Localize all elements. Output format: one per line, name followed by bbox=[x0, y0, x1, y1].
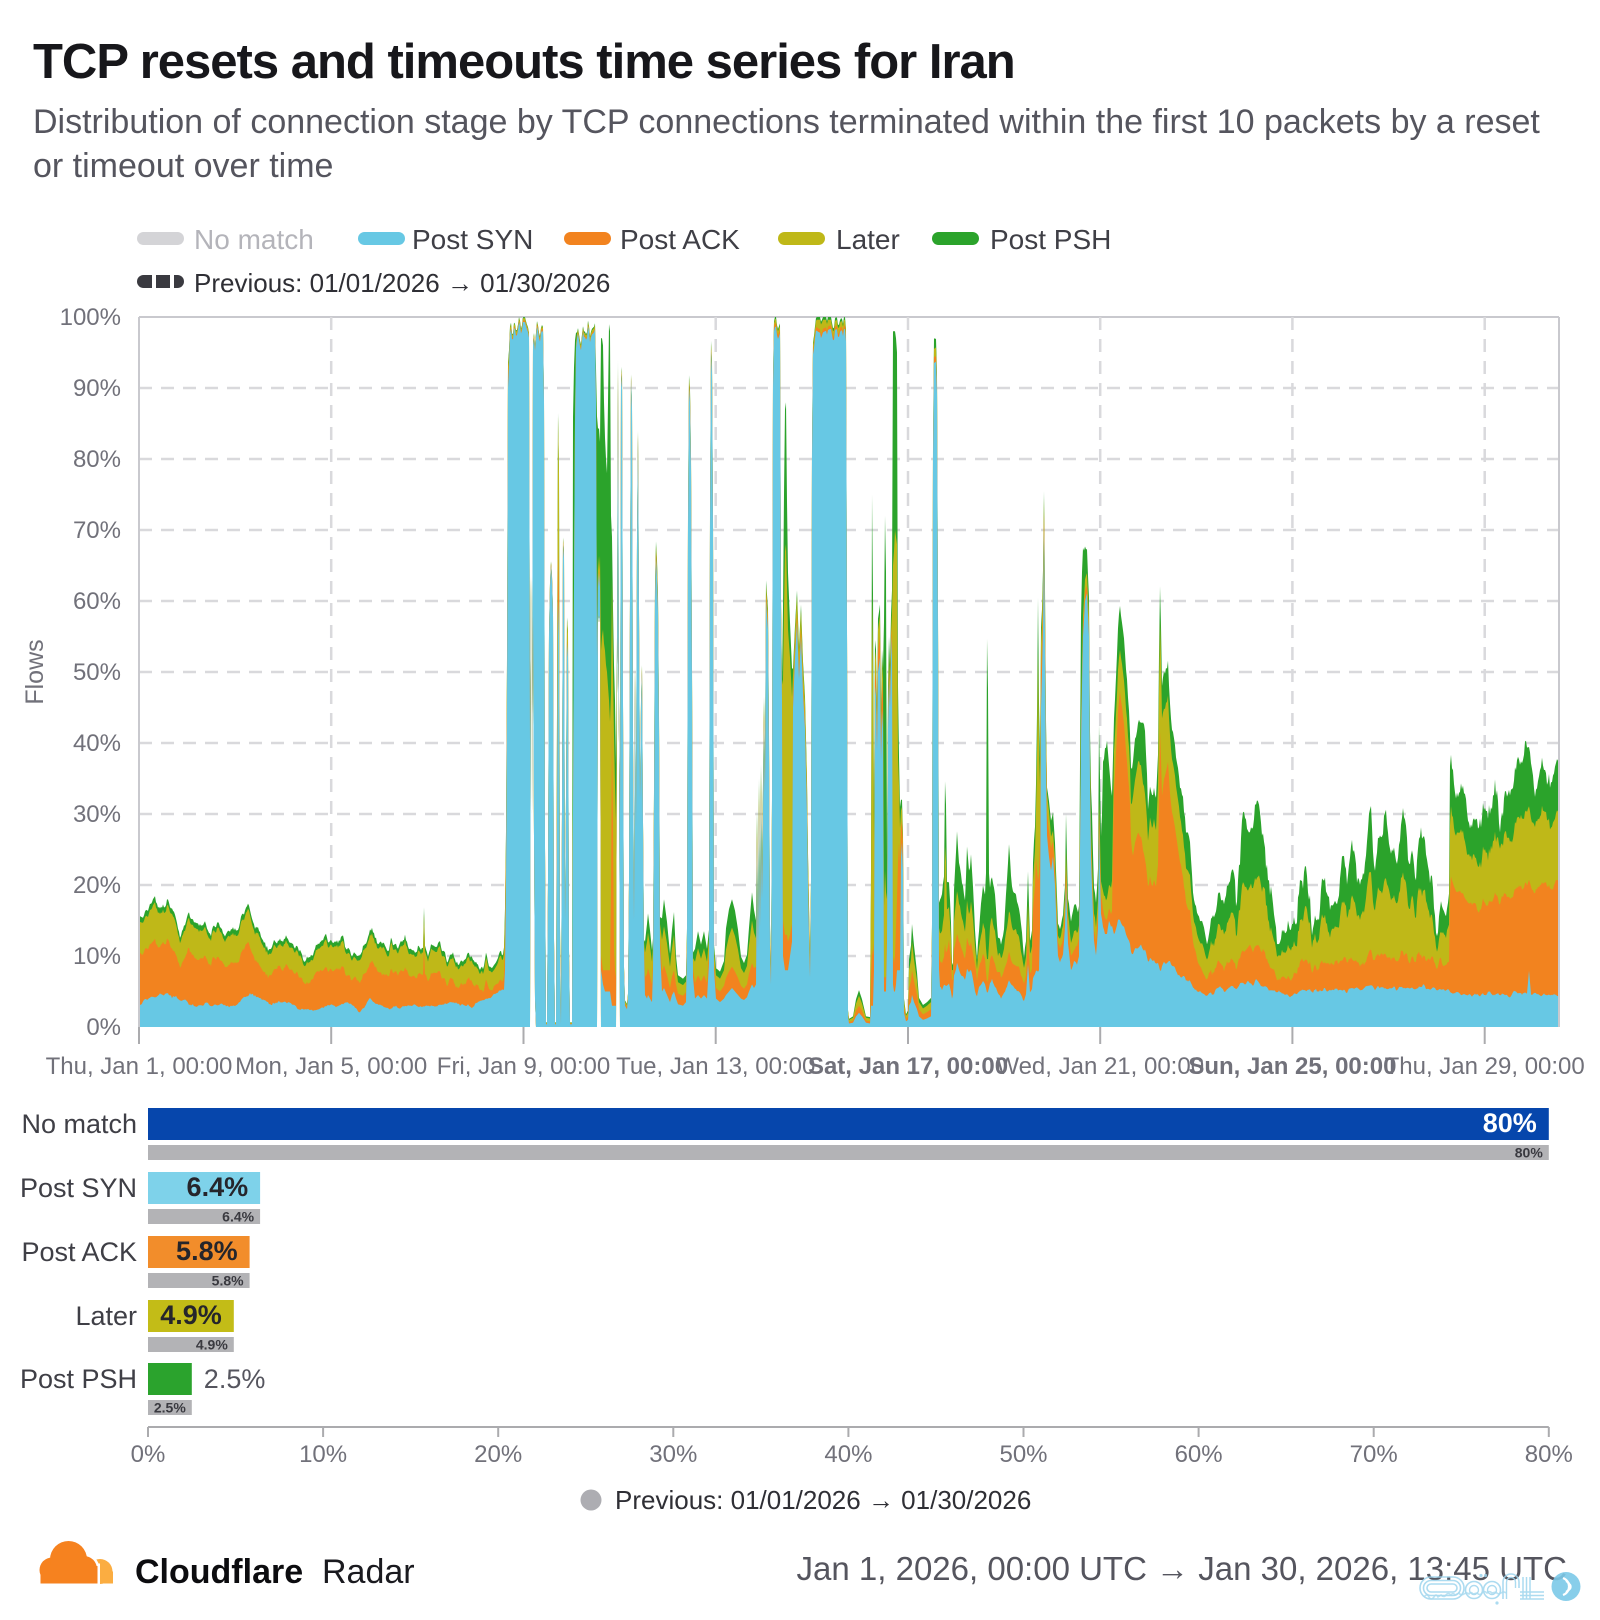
svg-text:Fri, Jan 9, 00:00: Fri, Jan 9, 00:00 bbox=[437, 1053, 610, 1080]
svg-text:60%: 60% bbox=[73, 588, 121, 615]
svg-text:Post SYN: Post SYN bbox=[20, 1173, 137, 1203]
svg-text:Jan 1, 2026, 00:00 UTC → Jan 3: Jan 1, 2026, 00:00 UTC → Jan 30, 2026, 1… bbox=[797, 1550, 1567, 1587]
svg-text:Radar: Radar bbox=[322, 1553, 415, 1591]
svg-text:Tue, Jan 13, 00:00: Tue, Jan 13, 00:00 bbox=[616, 1053, 815, 1080]
svg-text:Sat, Jan 17, 00:00: Sat, Jan 17, 00:00 bbox=[808, 1053, 1008, 1080]
svg-text:Thu, Jan 1, 00:00: Thu, Jan 1, 00:00 bbox=[46, 1053, 233, 1080]
svg-text:10%: 10% bbox=[299, 1441, 347, 1468]
svg-text:4.9%: 4.9% bbox=[196, 1337, 228, 1353]
svg-text:6.4%: 6.4% bbox=[187, 1172, 249, 1202]
svg-text:40%: 40% bbox=[824, 1441, 872, 1468]
svg-text:Thu, Jan 29, 00:00: Thu, Jan 29, 00:00 bbox=[1385, 1053, 1585, 1080]
svg-text:0%: 0% bbox=[131, 1441, 166, 1468]
svg-text:Cloudflare: Cloudflare bbox=[135, 1553, 303, 1591]
svg-text:20%: 20% bbox=[474, 1441, 522, 1468]
svg-text:No match: No match bbox=[21, 1109, 137, 1139]
svg-text:80%: 80% bbox=[1525, 1441, 1573, 1468]
svg-text:20%: 20% bbox=[73, 872, 121, 899]
svg-text:5.8%: 5.8% bbox=[176, 1236, 238, 1266]
svg-text:70%: 70% bbox=[1350, 1441, 1398, 1468]
svg-text:6.4%: 6.4% bbox=[222, 1209, 254, 1225]
svg-text:2.5%: 2.5% bbox=[204, 1364, 266, 1394]
svg-text:Flows: Flows bbox=[21, 639, 49, 704]
svg-text:50%: 50% bbox=[999, 1441, 1047, 1468]
svg-text:30%: 30% bbox=[73, 801, 121, 828]
svg-text:5.8%: 5.8% bbox=[212, 1273, 244, 1289]
svg-text:60%: 60% bbox=[1175, 1441, 1223, 1468]
svg-text:Post PSH: Post PSH bbox=[20, 1364, 137, 1394]
svg-text:30%: 30% bbox=[649, 1441, 697, 1468]
svg-text:70%: 70% bbox=[73, 517, 121, 544]
svg-text:80%: 80% bbox=[1483, 1108, 1537, 1138]
svg-text:4.9%: 4.9% bbox=[160, 1300, 222, 1330]
svg-text:Sun, Jan 25, 00:00: Sun, Jan 25, 00:00 bbox=[1188, 1053, 1396, 1080]
svg-text:2.5%: 2.5% bbox=[154, 1400, 186, 1416]
svg-text:10%: 10% bbox=[73, 943, 121, 970]
svg-text:80%: 80% bbox=[1515, 1145, 1544, 1161]
svg-text:Previous: 01/01/2026 → 01/30/2: Previous: 01/01/2026 → 01/30/2026 bbox=[615, 1485, 1031, 1515]
svg-text:Later: Later bbox=[75, 1301, 137, 1331]
svg-text:Post ACK: Post ACK bbox=[21, 1237, 137, 1267]
svg-text:0%: 0% bbox=[86, 1014, 121, 1041]
svg-text:50%: 50% bbox=[73, 659, 121, 686]
svg-text:90%: 90% bbox=[73, 375, 121, 402]
svg-text:80%: 80% bbox=[73, 446, 121, 473]
svg-text:Wed, Jan 21, 00:00: Wed, Jan 21, 00:00 bbox=[996, 1053, 1204, 1080]
svg-text:Mon, Jan 5, 00:00: Mon, Jan 5, 00:00 bbox=[235, 1053, 427, 1080]
svg-text:40%: 40% bbox=[73, 730, 121, 757]
svg-text:100%: 100% bbox=[60, 304, 121, 331]
